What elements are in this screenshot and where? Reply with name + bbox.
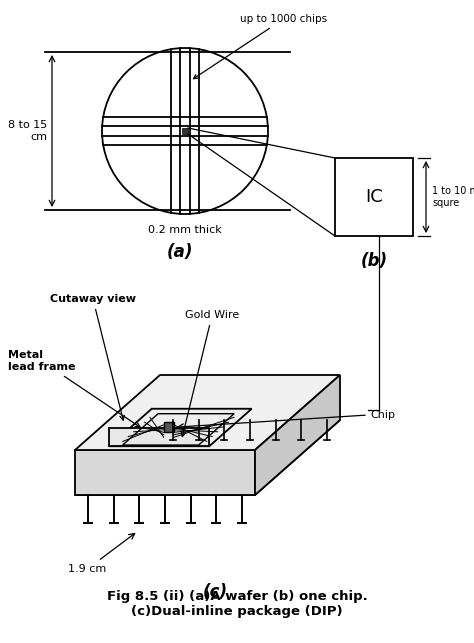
Text: 0.2 mm thick: 0.2 mm thick: [148, 225, 222, 235]
Polygon shape: [109, 428, 209, 446]
Bar: [164, 422, 173, 432]
Polygon shape: [75, 420, 340, 495]
Bar: [182, 128, 188, 134]
Text: Chip: Chip: [370, 410, 395, 420]
Text: (b): (b): [360, 252, 388, 270]
Text: 1 to 10 mm
squre: 1 to 10 mm squre: [432, 186, 474, 208]
Text: Metal
lead frame: Metal lead frame: [8, 350, 140, 427]
Text: Fig 8.5 (ii) (a)A wafer (b) one chip.
(c)Dual-inline package (DIP): Fig 8.5 (ii) (a)A wafer (b) one chip. (c…: [107, 590, 367, 618]
Text: Cutaway view: Cutaway view: [50, 294, 136, 420]
Text: (c): (c): [202, 583, 228, 601]
Polygon shape: [255, 375, 340, 495]
Text: Gold Wire: Gold Wire: [181, 310, 239, 437]
Text: 8 to 15
cm: 8 to 15 cm: [8, 120, 47, 142]
Polygon shape: [109, 409, 252, 446]
Bar: [335, 158, 413, 236]
Polygon shape: [75, 375, 340, 450]
Text: up to 1000 chips: up to 1000 chips: [193, 14, 327, 78]
Polygon shape: [75, 450, 255, 495]
Text: (a): (a): [167, 243, 193, 261]
Text: 1.9 cm: 1.9 cm: [68, 564, 106, 574]
Text: IC: IC: [365, 188, 383, 206]
